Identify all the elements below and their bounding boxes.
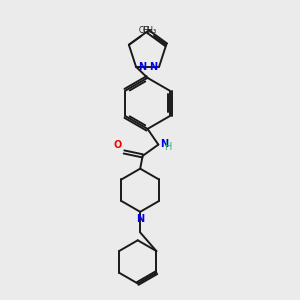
Text: N: N <box>149 62 157 72</box>
Text: N: N <box>138 62 146 72</box>
Text: N: N <box>136 214 144 224</box>
Text: H: H <box>165 142 172 152</box>
Text: CH₃: CH₃ <box>138 26 152 35</box>
Text: N: N <box>160 139 168 148</box>
Text: O: O <box>114 140 122 150</box>
Text: CH₃: CH₃ <box>142 26 157 35</box>
